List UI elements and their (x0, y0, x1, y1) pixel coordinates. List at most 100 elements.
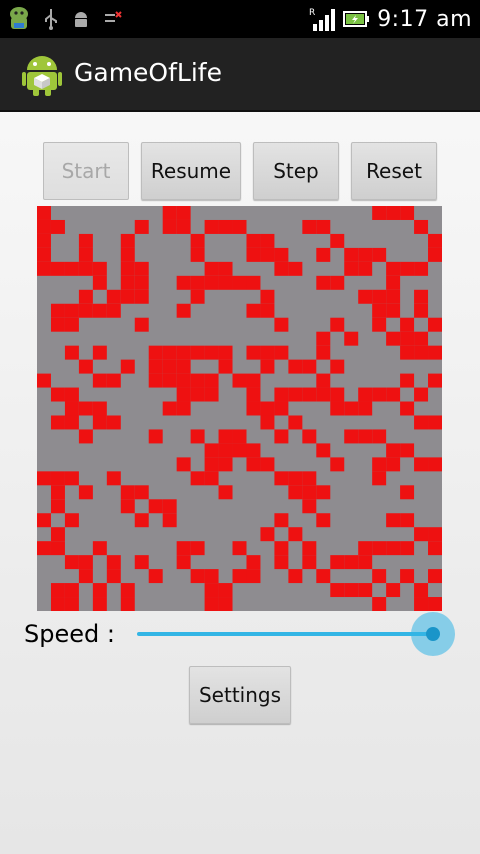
live-cell[interactable] (176, 555, 191, 570)
live-cell[interactable] (386, 261, 401, 276)
live-cell[interactable] (64, 261, 79, 276)
live-cell[interactable] (246, 247, 261, 262)
live-cell[interactable] (64, 555, 79, 570)
live-cell[interactable] (148, 569, 163, 584)
live-cell[interactable] (78, 359, 93, 374)
live-cell[interactable] (120, 261, 135, 276)
live-cell[interactable] (134, 317, 149, 332)
live-cell[interactable] (190, 373, 205, 388)
live-cell[interactable] (316, 513, 331, 528)
live-cell[interactable] (372, 569, 387, 584)
live-cell[interactable] (246, 457, 261, 472)
live-cell[interactable] (372, 597, 387, 611)
live-cell[interactable] (344, 429, 359, 444)
reset-button[interactable]: Reset (351, 142, 437, 200)
live-cell[interactable] (64, 415, 79, 430)
live-cell[interactable] (190, 247, 205, 262)
live-cell[interactable] (344, 401, 359, 416)
live-cell[interactable] (218, 443, 233, 458)
start-button[interactable]: Start (43, 142, 129, 200)
live-cell[interactable] (302, 541, 317, 556)
live-cell[interactable] (134, 275, 149, 290)
live-cell[interactable] (204, 345, 219, 360)
live-cell[interactable] (260, 457, 275, 472)
live-cell[interactable] (372, 387, 387, 402)
live-cell[interactable] (302, 387, 317, 402)
live-cell[interactable] (78, 569, 93, 584)
live-cell[interactable] (260, 233, 275, 248)
live-cell[interactable] (162, 345, 177, 360)
live-cell[interactable] (274, 555, 289, 570)
live-cell[interactable] (372, 303, 387, 318)
live-cell[interactable] (386, 457, 401, 472)
live-cell[interactable] (358, 541, 373, 556)
live-cell[interactable] (316, 331, 331, 346)
live-cell[interactable] (302, 555, 317, 570)
live-cell[interactable] (120, 583, 135, 598)
live-cell[interactable] (414, 303, 429, 318)
live-cell[interactable] (246, 303, 261, 318)
live-cell[interactable] (316, 219, 331, 234)
live-cell[interactable] (50, 471, 65, 486)
live-cell[interactable] (428, 415, 442, 430)
live-cell[interactable] (78, 485, 93, 500)
live-cell[interactable] (78, 429, 93, 444)
live-cell[interactable] (92, 415, 107, 430)
live-cell[interactable] (106, 289, 121, 304)
live-cell[interactable] (414, 387, 429, 402)
live-cell[interactable] (414, 331, 429, 346)
live-cell[interactable] (260, 303, 275, 318)
live-cell[interactable] (414, 261, 429, 276)
live-cell[interactable] (372, 317, 387, 332)
live-cell[interactable] (78, 261, 93, 276)
live-cell[interactable] (288, 387, 303, 402)
live-cell[interactable] (288, 261, 303, 276)
live-cell[interactable] (274, 261, 289, 276)
live-cell[interactable] (274, 317, 289, 332)
live-cell[interactable] (386, 206, 401, 220)
live-cell[interactable] (190, 429, 205, 444)
live-cell[interactable] (414, 219, 429, 234)
live-cell[interactable] (386, 541, 401, 556)
speed-slider-thumb[interactable] (426, 627, 440, 641)
live-cell[interactable] (386, 275, 401, 290)
live-cell[interactable] (232, 443, 247, 458)
live-cell[interactable] (78, 233, 93, 248)
live-cell[interactable] (50, 527, 65, 542)
live-cell[interactable] (400, 345, 415, 360)
live-cell[interactable] (190, 541, 205, 556)
live-cell[interactable] (218, 583, 233, 598)
live-cell[interactable] (330, 583, 345, 598)
live-cell[interactable] (120, 233, 135, 248)
live-cell[interactable] (162, 373, 177, 388)
live-cell[interactable] (316, 443, 331, 458)
live-cell[interactable] (106, 373, 121, 388)
live-cell[interactable] (162, 359, 177, 374)
live-cell[interactable] (204, 443, 219, 458)
live-cell[interactable] (190, 569, 205, 584)
live-cell[interactable] (50, 387, 65, 402)
live-cell[interactable] (78, 303, 93, 318)
live-cell[interactable] (288, 527, 303, 542)
live-cell[interactable] (204, 261, 219, 276)
live-cell[interactable] (50, 541, 65, 556)
live-cell[interactable] (372, 429, 387, 444)
live-cell[interactable] (190, 233, 205, 248)
live-cell[interactable] (64, 513, 79, 528)
live-cell[interactable] (330, 317, 345, 332)
live-cell[interactable] (176, 401, 191, 416)
live-cell[interactable] (134, 513, 149, 528)
live-cell[interactable] (358, 387, 373, 402)
live-cell[interactable] (428, 233, 442, 248)
live-cell[interactable] (400, 401, 415, 416)
live-cell[interactable] (232, 429, 247, 444)
live-cell[interactable] (428, 457, 442, 472)
live-cell[interactable] (37, 206, 51, 220)
live-cell[interactable] (134, 219, 149, 234)
live-cell[interactable] (330, 555, 345, 570)
live-cell[interactable] (78, 555, 93, 570)
live-cell[interactable] (400, 317, 415, 332)
live-cell[interactable] (274, 387, 289, 402)
live-cell[interactable] (218, 597, 233, 611)
live-cell[interactable] (92, 303, 107, 318)
